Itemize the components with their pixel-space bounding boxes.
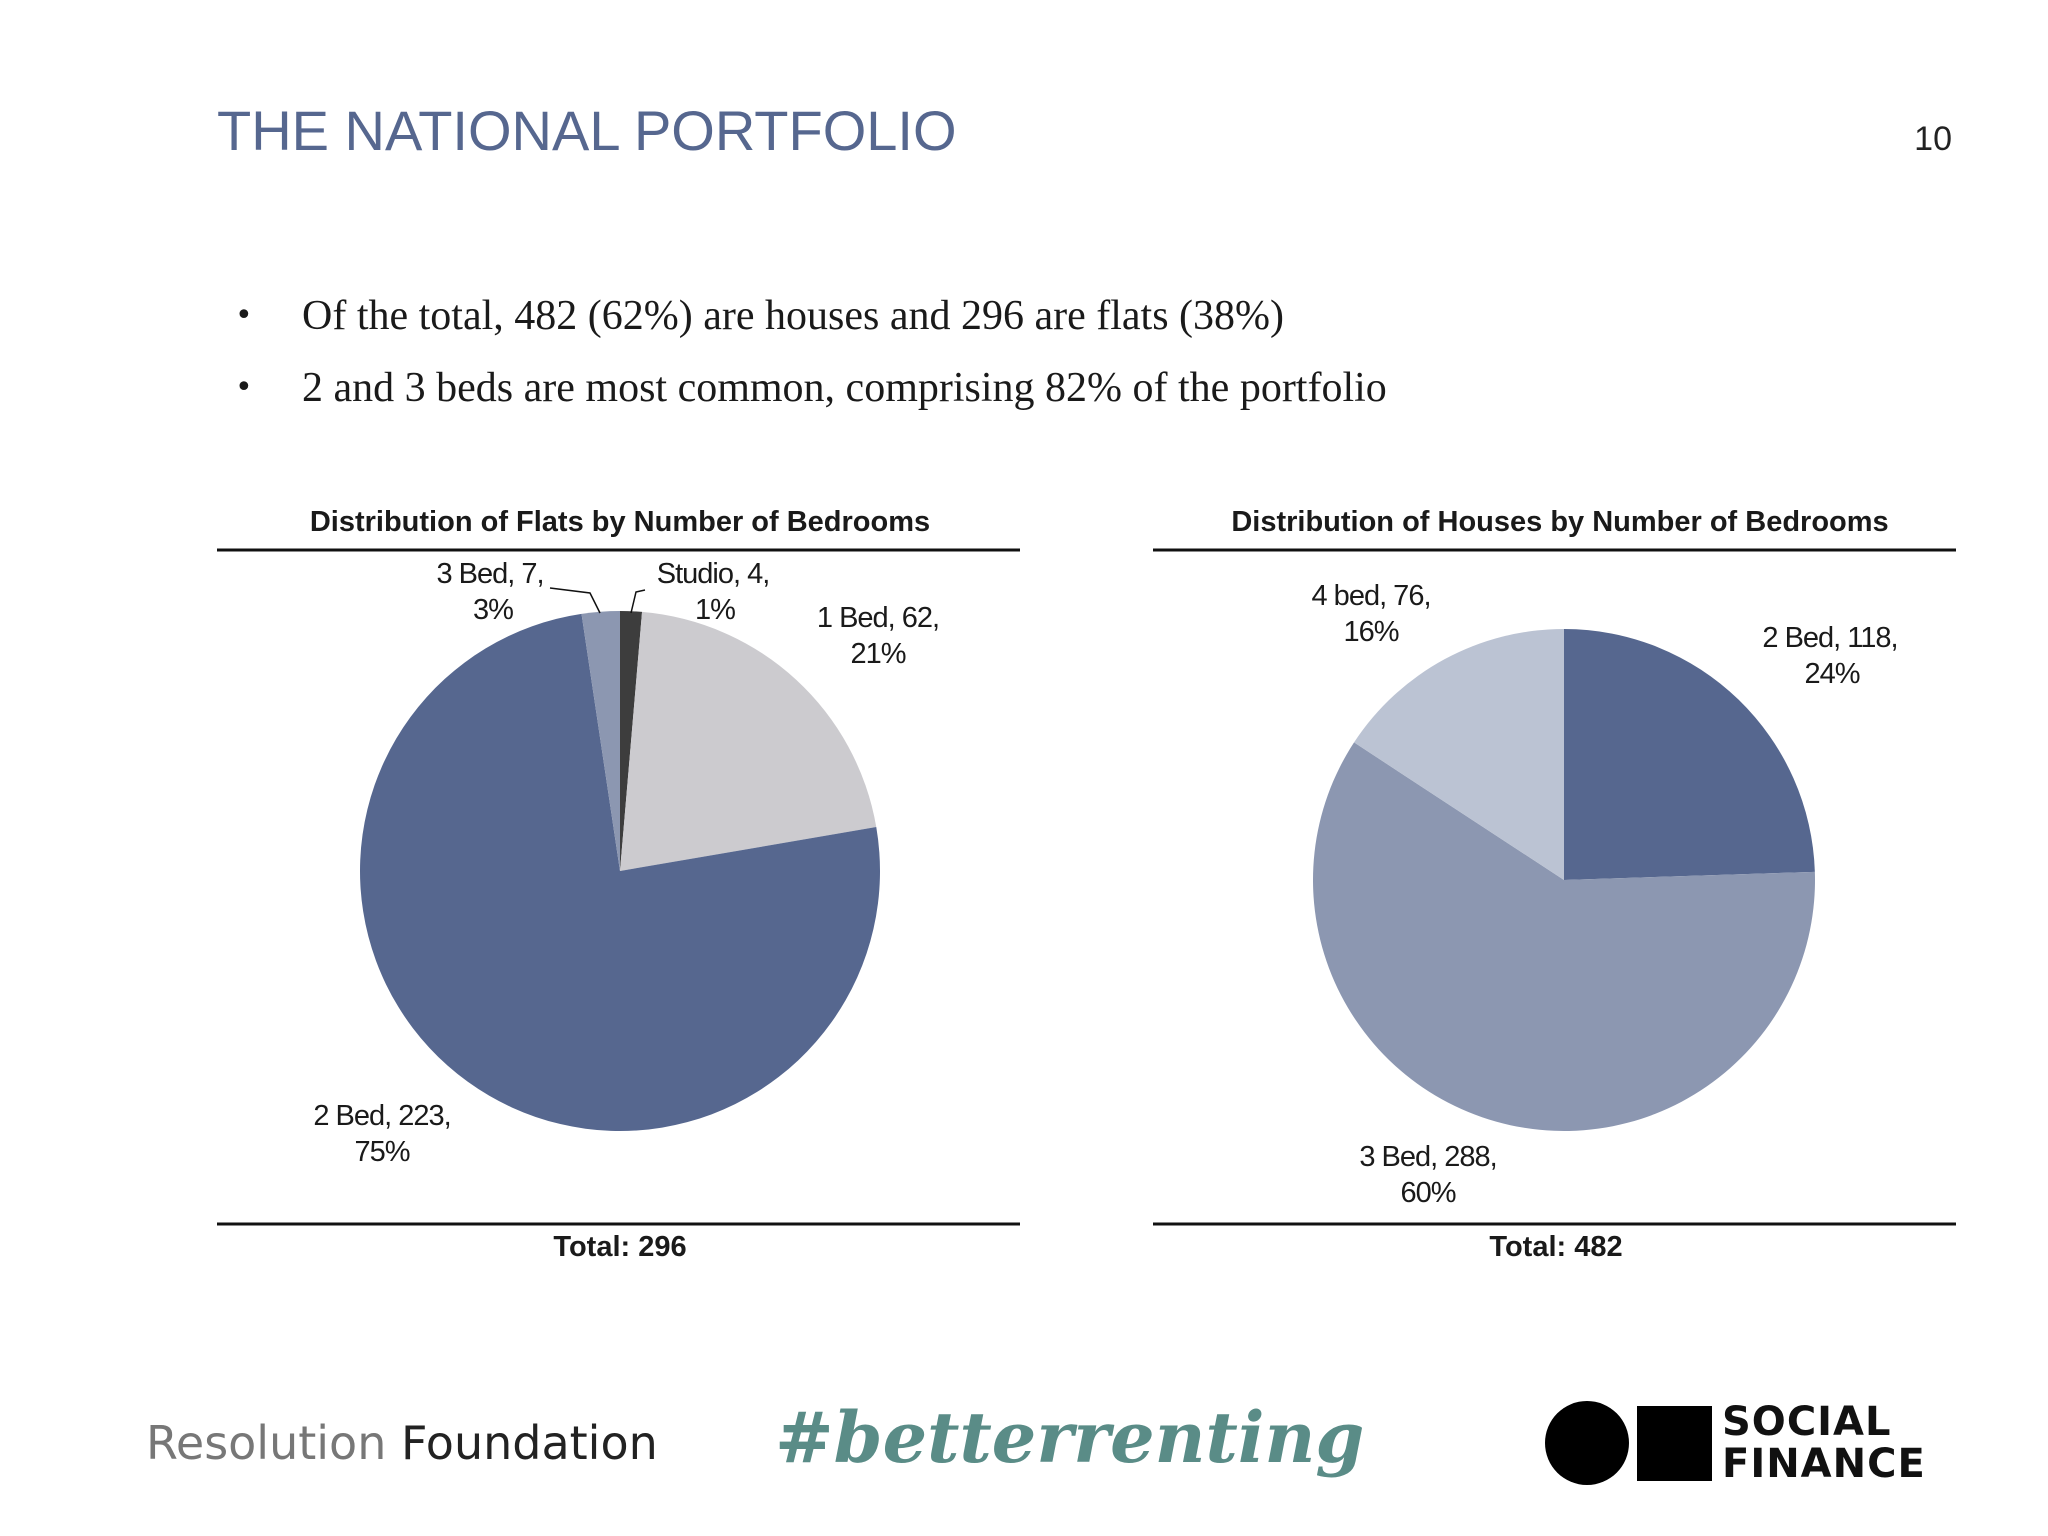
- houses-label-3bed-line1: 3 Bed, 288,: [1359, 1141, 1496, 1173]
- logo-word-social: SOCIAL: [1722, 1399, 1892, 1445]
- flats-slice-2-bed: [360, 613, 880, 1131]
- flats-label-studio-line2: 1%: [695, 594, 735, 626]
- flats-chart: Distribution of Flats by Number of Bedro…: [217, 506, 1020, 1263]
- flats-slice-1-bed: [620, 611, 877, 871]
- logo-square-icon: [1637, 1406, 1712, 1481]
- resolution-foundation-logo: Resolution Foundation: [146, 1416, 658, 1470]
- flats-label-3bed-line1: 3 Bed, 7,: [436, 558, 543, 590]
- houses-label-3bed-line2: 60%: [1400, 1177, 1455, 1209]
- flats-label-studio-line1: Studio, 4,: [657, 558, 770, 590]
- flats-label-1bed-line2: 21%: [850, 638, 905, 670]
- flats-chart-title: Distribution of Flats by Number of Bedro…: [310, 506, 930, 538]
- page-number: 10: [1914, 120, 1952, 158]
- hashtag: #betterrenting: [775, 1396, 1365, 1479]
- houses-total: Total: 482: [1489, 1231, 1622, 1263]
- flats-slice-studio: [620, 611, 643, 871]
- logo-text-resolution: Resolution: [146, 1416, 387, 1470]
- logo-circle-icon: [1545, 1401, 1629, 1485]
- flats-label-1bed-line1: 1 Bed, 62,: [817, 602, 939, 634]
- houses-label-2bed-line2: 24%: [1804, 658, 1859, 690]
- flats-3bed-leader: [549, 587, 601, 614]
- logo-text-foundation: Foundation: [400, 1416, 658, 1470]
- flats-label-3bed-line2: 3%: [473, 594, 513, 626]
- bullet-list: Of the total, 482 (62%) are houses and 2…: [235, 290, 1387, 434]
- flats-label-2bed-line2: 75%: [354, 1136, 409, 1168]
- houses-chart: Distribution of Houses by Number of Bedr…: [1153, 506, 1956, 1263]
- flats-total: Total: 296: [553, 1231, 686, 1263]
- houses-slice-2-bed: [1564, 629, 1815, 880]
- houses-slice-4-bed: [1354, 629, 1564, 880]
- houses-pie: [1313, 629, 1815, 1131]
- houses-slice-3-bed: [1313, 742, 1815, 1131]
- houses-label-4bed-line2: 16%: [1343, 616, 1398, 648]
- social-finance-logo: SOCIAL FINANCE: [1545, 1398, 1945, 1488]
- houses-chart-title: Distribution of Houses by Number of Bedr…: [1231, 506, 1888, 538]
- flats-pie: [360, 611, 880, 1131]
- bullet-item: 2 and 3 beds are most common, comprising…: [235, 362, 1387, 434]
- houses-label-4bed-line1: 4 bed, 76,: [1312, 580, 1431, 612]
- page-title: THE NATIONAL PORTFOLIO: [217, 99, 957, 162]
- flats-studio-leader: [630, 589, 646, 614]
- flats-slice-3-bed: [581, 611, 620, 871]
- houses-label-2bed-line1: 2 Bed, 118,: [1762, 622, 1897, 654]
- logo-word-finance: FINANCE: [1722, 1441, 1926, 1487]
- bullet-item: Of the total, 482 (62%) are houses and 2…: [235, 290, 1387, 362]
- flats-label-2bed-line1: 2 Bed, 223,: [313, 1100, 450, 1132]
